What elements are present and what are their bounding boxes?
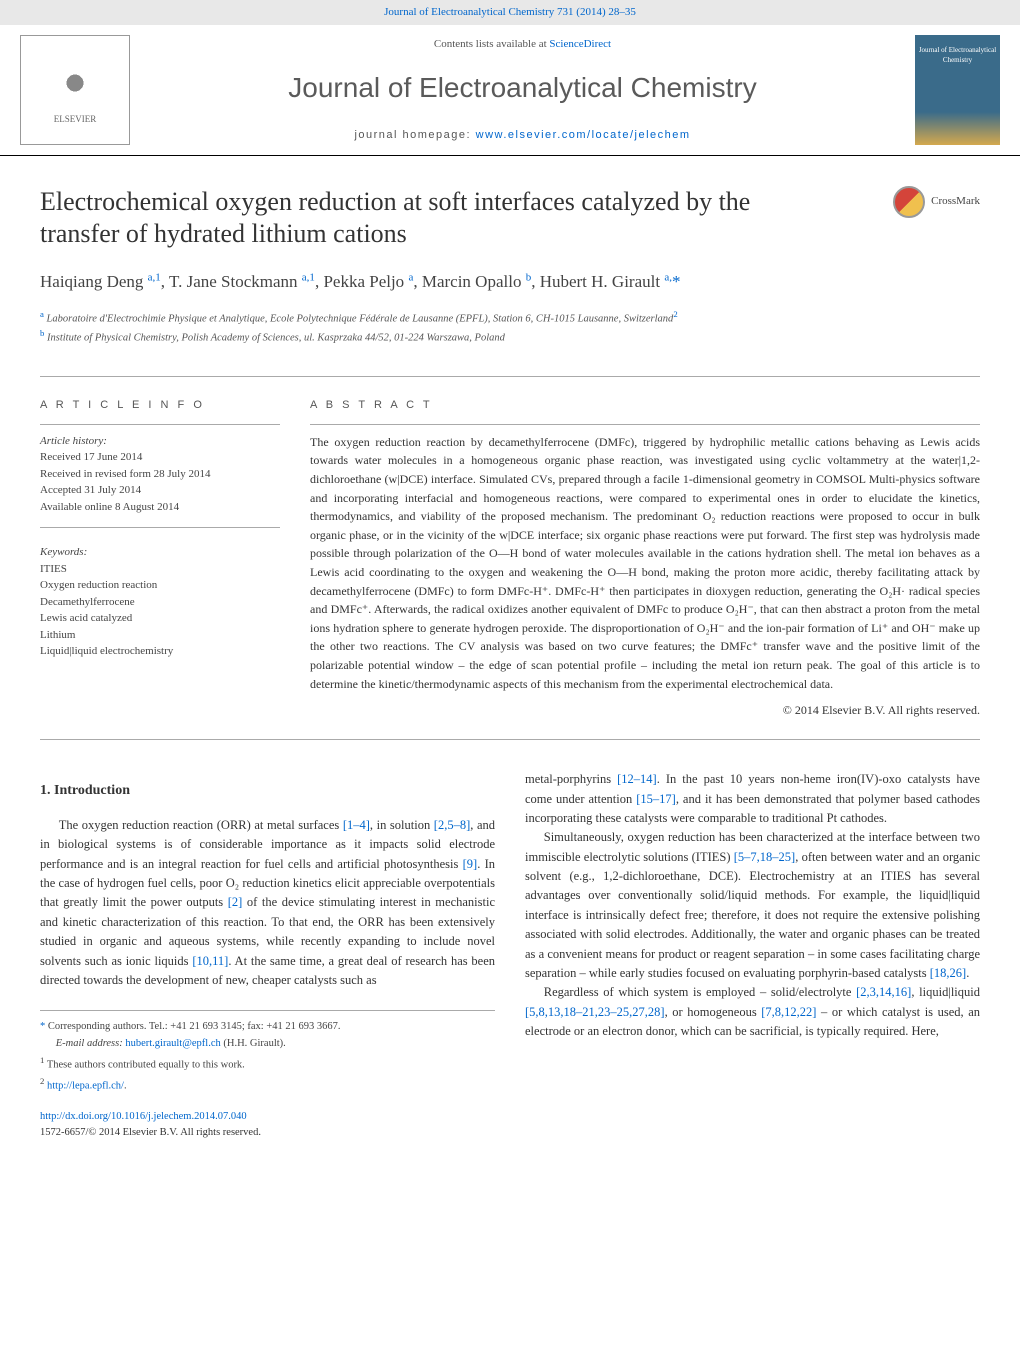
keyword-item: Decamethylferrocene (40, 594, 280, 611)
body-p-r1: metal-porphyrins [12–14]. In the past 10… (525, 770, 980, 828)
article-header: CrossMark Electrochemical oxygen reducti… (0, 156, 1020, 357)
abstract-label: A B S T R A C T (310, 397, 980, 414)
homepage-line: journal homepage: www.elsevier.com/locat… (150, 127, 895, 144)
keyword-item: Lithium (40, 627, 280, 644)
history-block: Article history: Received 17 June 2014 R… (40, 433, 280, 529)
keyword-item: ITIES (40, 561, 280, 578)
article-info-label: A R T I C L E I N F O (40, 397, 280, 414)
masthead: ELSEVIER Contents lists available at Sci… (0, 25, 1020, 156)
keyword-item: Liquid|liquid electrochemistry (40, 643, 280, 660)
journal-title: Journal of Electroanalytical Chemistry (150, 67, 895, 109)
citation-bar: Journal of Electroanalytical Chemistry 7… (0, 0, 1020, 25)
affiliations: a Laboratoire d'Electrochimie Physique e… (40, 308, 980, 346)
crossmark-icon (893, 186, 925, 218)
citation-link[interactable]: Journal of Electroanalytical Chemistry 7… (384, 6, 636, 18)
keywords-block: Keywords: ITIESOxygen reduction reaction… (40, 544, 280, 672)
divider (40, 376, 980, 377)
doi-link[interactable]: http://dx.doi.org/10.1016/j.jelechem.201… (40, 1111, 247, 1122)
footnotes: * Corresponding authors. Tel.: +41 21 69… (40, 1010, 495, 1095)
divider-2 (40, 739, 980, 740)
abstract-text: The oxygen reduction reaction by decamet… (310, 433, 980, 693)
crossmark-badge[interactable]: CrossMark (893, 186, 980, 218)
sciencedirect-link[interactable]: ScienceDirect (549, 38, 611, 50)
body-p-r3: Regardless of which system is employed –… (525, 983, 980, 1041)
crossmark-label: CrossMark (931, 193, 980, 210)
body-p-r2: Simultaneously, oxygen reduction has bee… (525, 828, 980, 983)
abstract-copyright: © 2014 Elsevier B.V. All rights reserved… (310, 701, 980, 719)
body-columns: 1. Introduction The oxygen reduction rea… (0, 760, 1020, 1171)
homepage-link[interactable]: www.elsevier.com/locate/jelechem (476, 129, 691, 141)
body-col-right: metal-porphyrins [12–14]. In the past 10… (525, 770, 980, 1141)
masthead-center: Contents lists available at ScienceDirec… (130, 36, 915, 143)
doi-block: http://dx.doi.org/10.1016/j.jelechem.201… (40, 1109, 495, 1141)
authors-line: Haiqiang Deng a,1, T. Jane Stockmann a,1… (40, 269, 980, 295)
email-link[interactable]: hubert.girault@epfl.ch (125, 1038, 220, 1049)
publisher-logo: ELSEVIER (20, 35, 130, 145)
info-abstract-row: A R T I C L E I N F O Article history: R… (0, 397, 1020, 719)
publisher-name: ELSEVIER (54, 113, 97, 127)
intro-heading: 1. Introduction (40, 780, 495, 802)
issn-line: 1572-6657/© 2014 Elsevier B.V. All right… (40, 1127, 261, 1138)
article-title: Electrochemical oxygen reduction at soft… (40, 186, 780, 251)
body-col-left: 1. Introduction The oxygen reduction rea… (40, 770, 495, 1141)
article-info-col: A R T I C L E I N F O Article history: R… (40, 397, 280, 719)
keyword-list: ITIESOxygen reduction reactionDecamethyl… (40, 561, 280, 660)
contents-line: Contents lists available at ScienceDirec… (150, 36, 895, 53)
journal-cover-thumb: Journal of Electroanalytical Chemistry (915, 35, 1000, 145)
abstract-col: A B S T R A C T The oxygen reduction rea… (310, 397, 980, 719)
elsevier-tree-icon (45, 53, 105, 113)
intro-p1: The oxygen reduction reaction (ORR) at m… (40, 816, 495, 990)
lab-link[interactable]: http://lepa.epfl.ch/ (47, 1081, 124, 1092)
keyword-item: Oxygen reduction reaction (40, 577, 280, 594)
keyword-item: Lewis acid catalyzed (40, 610, 280, 627)
